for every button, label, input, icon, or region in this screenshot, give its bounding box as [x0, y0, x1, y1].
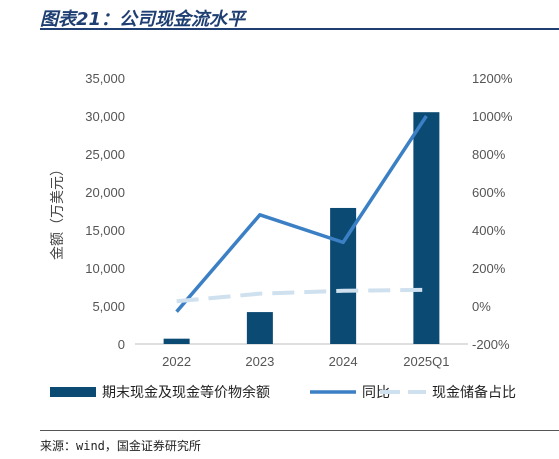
- page-title: 图表21：公司现金流水平: [40, 9, 246, 30]
- y-tick-label: 30,000: [85, 109, 125, 124]
- title-divider: [40, 28, 559, 30]
- y2-tick-label: 200%: [472, 261, 506, 276]
- y-tick-label: 15,000: [85, 223, 125, 238]
- y2-tick-label: 600%: [472, 185, 506, 200]
- series-line-同比: [175, 115, 428, 313]
- source-divider: [40, 430, 559, 431]
- y2-tick-label: 0%: [472, 299, 491, 314]
- bar-2022: [163, 338, 190, 344]
- y2-tick-label: 800%: [472, 147, 506, 162]
- bar-2023: [246, 312, 273, 344]
- y2-tick-label: 400%: [472, 223, 506, 238]
- legend-label: 同比: [362, 385, 390, 401]
- y-tick-label: 35,000: [85, 71, 125, 86]
- y2-tick-label: -200%: [472, 337, 510, 352]
- y-axis-title: 金额（万美元）: [50, 162, 66, 260]
- bar-2025Q1: [413, 112, 440, 344]
- chart: 0 5,000 10,000 15,000 20,000 25,000 30,000 35,0…: [50, 71, 516, 401]
- x-tick-label: 2024: [329, 354, 358, 369]
- legend-swatch-bar: [50, 387, 96, 397]
- legend-label: 期末现金及现金等价物余额: [102, 384, 270, 401]
- y2-tick-label: 1200%: [472, 71, 513, 86]
- y-tick-label: 25,000: [85, 147, 125, 162]
- source-note: 来源：wind，国金证券研究所: [40, 439, 201, 453]
- legend-label: 现金储备占比: [432, 384, 516, 401]
- x-tick-label: 2022: [162, 354, 191, 369]
- y-tick-label: 10,000: [85, 261, 125, 276]
- x-tick-label: 2023: [245, 354, 274, 369]
- y-tick-label: 5,000: [92, 299, 125, 314]
- y2-tick-label: 1000%: [472, 109, 513, 124]
- y-tick-label: 20,000: [85, 185, 125, 200]
- x-tick-label: 2025Q1: [403, 354, 449, 369]
- y-tick-label: 0: [118, 337, 125, 352]
- series-line-现金储备占比: [176, 287, 427, 304]
